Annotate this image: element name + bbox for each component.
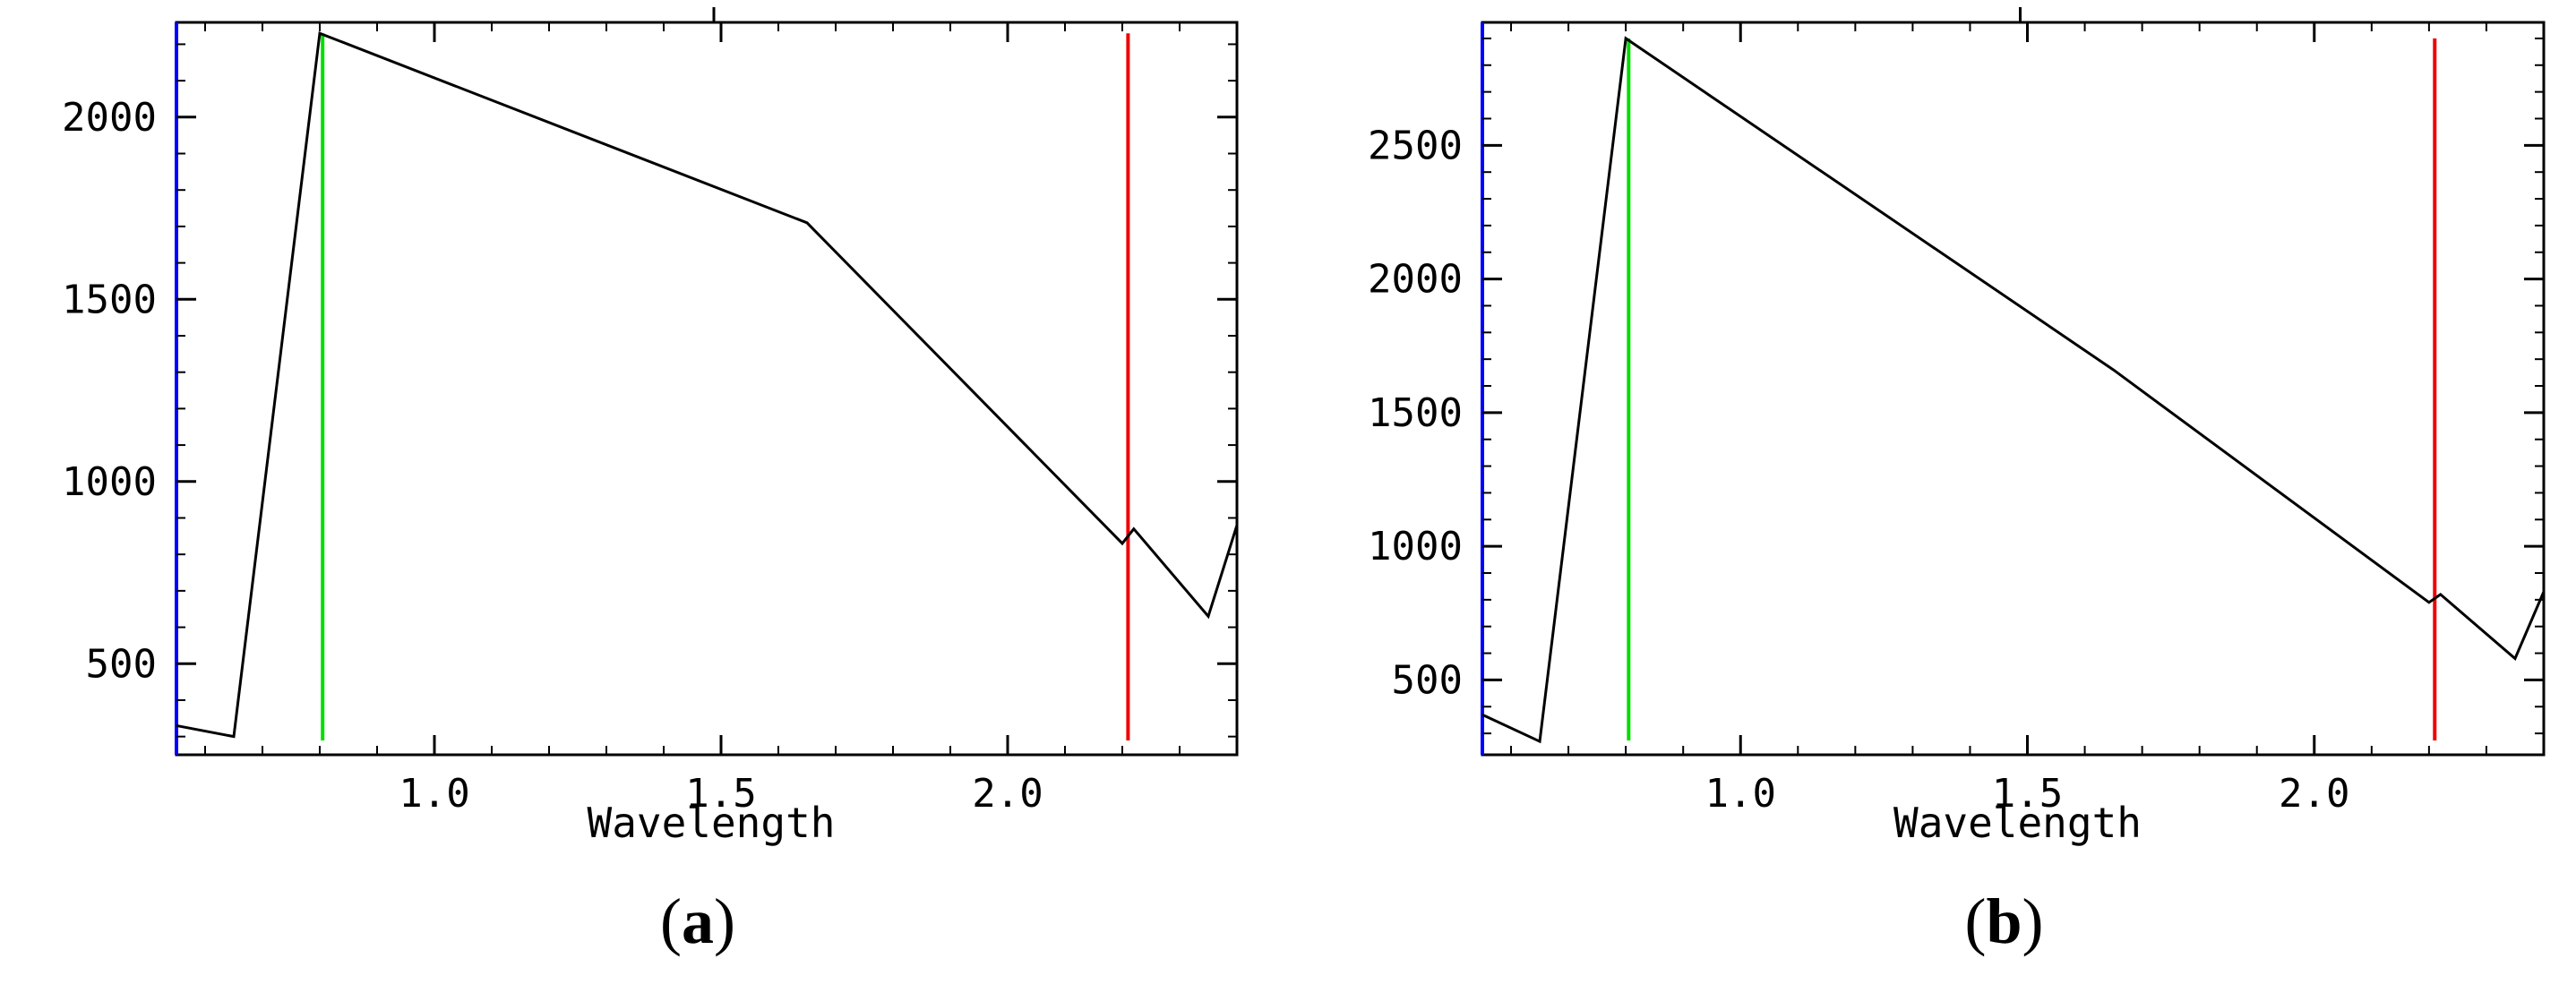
data-point bbox=[176, 724, 177, 726]
y-tick-label: 2000 bbox=[1368, 257, 1463, 303]
panel-label: (a) bbox=[660, 886, 735, 957]
data-point bbox=[2113, 369, 2115, 371]
data-point bbox=[2514, 658, 2516, 660]
data-point bbox=[1625, 38, 1627, 39]
x-tick-label: 1.0 bbox=[399, 771, 469, 817]
plot-frame bbox=[175, 21, 1239, 757]
y-tick-label: 1500 bbox=[1368, 390, 1463, 436]
y-tick-label: 1000 bbox=[1368, 524, 1463, 569]
data-point bbox=[233, 736, 235, 738]
x-axis-title: Wavelength bbox=[1893, 799, 2142, 847]
y-tick-label: 1000 bbox=[62, 459, 157, 505]
data-point bbox=[2428, 602, 2430, 603]
spectrum-line bbox=[176, 31, 1239, 739]
x-tick-label: 1.0 bbox=[1705, 771, 1776, 817]
spectrum-line bbox=[1481, 36, 2546, 744]
x-tick-label: 2.0 bbox=[972, 771, 1043, 817]
data-point bbox=[1481, 714, 1483, 715]
y-tick-label: 1500 bbox=[62, 277, 157, 322]
chart-panel-b: 1.0 1.5 2.0 500 1000 1500 2000 2500 Wavelength (b… bbox=[1368, 7, 2546, 957]
x-tick-label: 1.5 bbox=[1992, 771, 2063, 817]
data-point bbox=[2543, 591, 2545, 593]
y-tick-label: 2000 bbox=[62, 95, 157, 141]
data-point bbox=[1236, 525, 1238, 526]
y-tick-label: 2500 bbox=[1368, 123, 1463, 168]
x-tick-label: 1.5 bbox=[685, 771, 756, 817]
plot-frame bbox=[1481, 21, 2546, 757]
data-point bbox=[2440, 594, 2442, 595]
data-point bbox=[1539, 740, 1541, 742]
data-point bbox=[1133, 528, 1135, 530]
data-point bbox=[806, 222, 808, 224]
panel-label: (b) bbox=[1964, 886, 2043, 957]
y-tick-label: 500 bbox=[1392, 657, 1463, 703]
x-axis-title: Wavelength bbox=[588, 799, 836, 847]
data-point bbox=[319, 32, 321, 34]
data-point bbox=[1207, 615, 1209, 617]
y-tick-label: 500 bbox=[86, 641, 157, 687]
chart-panel-a: 1.0 1.5 2.0 500 1000 1500 2000 Wavelength (a) bbox=[62, 7, 1239, 957]
x-tick-label: 2.0 bbox=[2279, 771, 2349, 817]
